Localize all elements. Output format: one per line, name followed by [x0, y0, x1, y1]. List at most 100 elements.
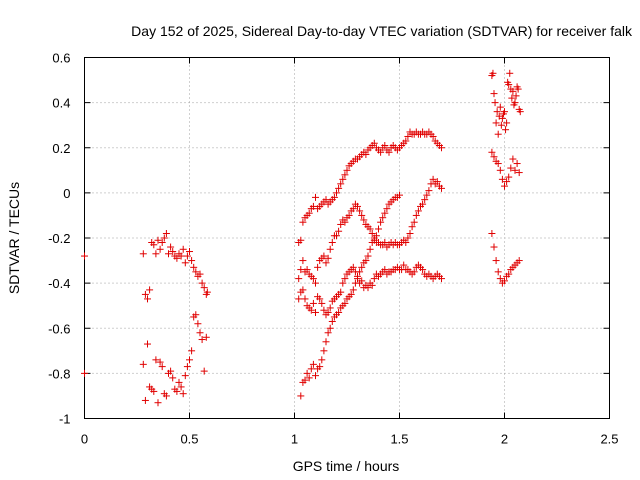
data-point [501, 277, 508, 285]
data-point [402, 137, 410, 145]
data-point [494, 268, 502, 276]
data-point [152, 356, 160, 364]
data-point [514, 85, 522, 93]
data-point [177, 383, 185, 391]
data-point [160, 234, 168, 242]
data-point [152, 250, 160, 258]
data-point [496, 275, 504, 283]
data-point [312, 193, 319, 201]
chart-title: Day 152 of 2025, Sidereal Day-to-day VTE… [131, 23, 633, 39]
data-point [295, 295, 303, 303]
data-point [144, 340, 151, 348]
x-tick-label: 2 [501, 432, 508, 447]
data-point [179, 390, 187, 398]
data-point [362, 151, 370, 159]
data-point [198, 336, 206, 344]
data-point [335, 184, 343, 192]
data-point [429, 132, 437, 140]
data-point [410, 268, 418, 276]
data-point [505, 81, 513, 89]
data-point [328, 239, 336, 247]
data-point [326, 245, 334, 253]
data-point [494, 130, 502, 138]
data-point [297, 236, 305, 244]
data-point [305, 374, 313, 382]
data-point [183, 252, 191, 260]
data-point [497, 121, 505, 129]
data-point [322, 338, 330, 346]
data-point [433, 178, 441, 186]
data-point [200, 284, 208, 292]
data-point [194, 320, 202, 328]
data-point [489, 69, 497, 77]
data-point [297, 392, 305, 400]
data-point [349, 263, 357, 271]
data-point [368, 281, 376, 289]
data-point [192, 311, 200, 319]
data-point [156, 245, 164, 253]
y-tick-label: -0.6 [48, 321, 70, 336]
data-point [358, 211, 366, 219]
data-point [381, 266, 389, 274]
data-point [498, 114, 506, 122]
data-point [183, 363, 191, 371]
data-point [158, 363, 166, 371]
data-point [494, 160, 502, 168]
data-point [150, 387, 158, 395]
y-tick-label: -0.4 [48, 276, 70, 291]
data-point [400, 261, 408, 269]
data-point [491, 99, 499, 107]
data-point [503, 119, 511, 127]
data-point [324, 254, 332, 262]
data-point [167, 243, 175, 251]
data-point [175, 378, 183, 386]
data-point [192, 268, 200, 276]
data-point [162, 392, 170, 400]
data-point [335, 308, 343, 316]
data-point [188, 347, 196, 355]
data-point [181, 372, 189, 380]
data-point [335, 227, 343, 235]
data-point [322, 196, 330, 204]
data-point [360, 216, 368, 224]
data-point [81, 369, 88, 377]
data-point [509, 155, 517, 163]
data-point [345, 211, 353, 219]
data-point [425, 187, 433, 195]
data-point [381, 239, 389, 247]
data-point [154, 236, 162, 244]
data-point [511, 99, 519, 107]
data-point [305, 209, 313, 217]
data-point [381, 209, 389, 217]
data-point [377, 218, 385, 226]
x-tick-label: 1.5 [390, 432, 408, 447]
data-point [307, 306, 315, 314]
data-point [309, 202, 317, 210]
y-tick-label: -0.2 [48, 231, 70, 246]
data-point [364, 284, 372, 292]
data-point [404, 234, 412, 242]
data-point [366, 245, 374, 253]
data-point [508, 94, 516, 102]
y-tick-label: 0.2 [52, 141, 70, 156]
x-tick-label: 0 [81, 432, 88, 447]
data-point [358, 277, 366, 285]
data-point [318, 356, 326, 364]
data-point [490, 90, 498, 98]
data-point [309, 275, 317, 283]
data-point [498, 175, 506, 183]
data-point [488, 229, 496, 237]
data-point [347, 290, 355, 298]
data-point [383, 205, 391, 213]
data-point [316, 363, 324, 371]
data-point [320, 252, 328, 260]
y-axis-label: SDTVAR / TECUs [6, 182, 22, 294]
data-point [139, 250, 147, 258]
data-point [158, 239, 166, 247]
data-point [366, 225, 374, 233]
data-point [505, 173, 513, 181]
data-point [324, 329, 332, 337]
data-point [429, 175, 437, 183]
data-point [169, 374, 177, 382]
